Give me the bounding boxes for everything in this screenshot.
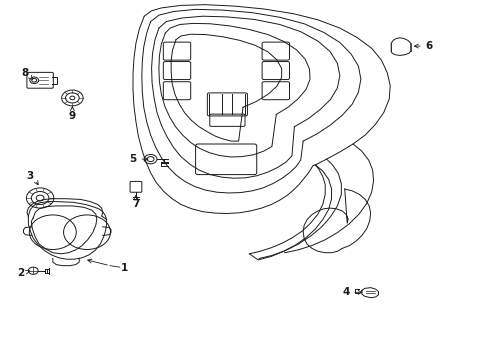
Text: 4: 4 <box>342 287 349 297</box>
Text: 5: 5 <box>129 154 136 164</box>
Text: 1: 1 <box>121 263 127 273</box>
Text: 6: 6 <box>425 41 432 51</box>
Text: 9: 9 <box>69 111 76 121</box>
Text: 2: 2 <box>17 268 24 278</box>
Text: 3: 3 <box>27 171 34 181</box>
Text: 7: 7 <box>132 199 140 210</box>
Text: 8: 8 <box>22 68 29 78</box>
